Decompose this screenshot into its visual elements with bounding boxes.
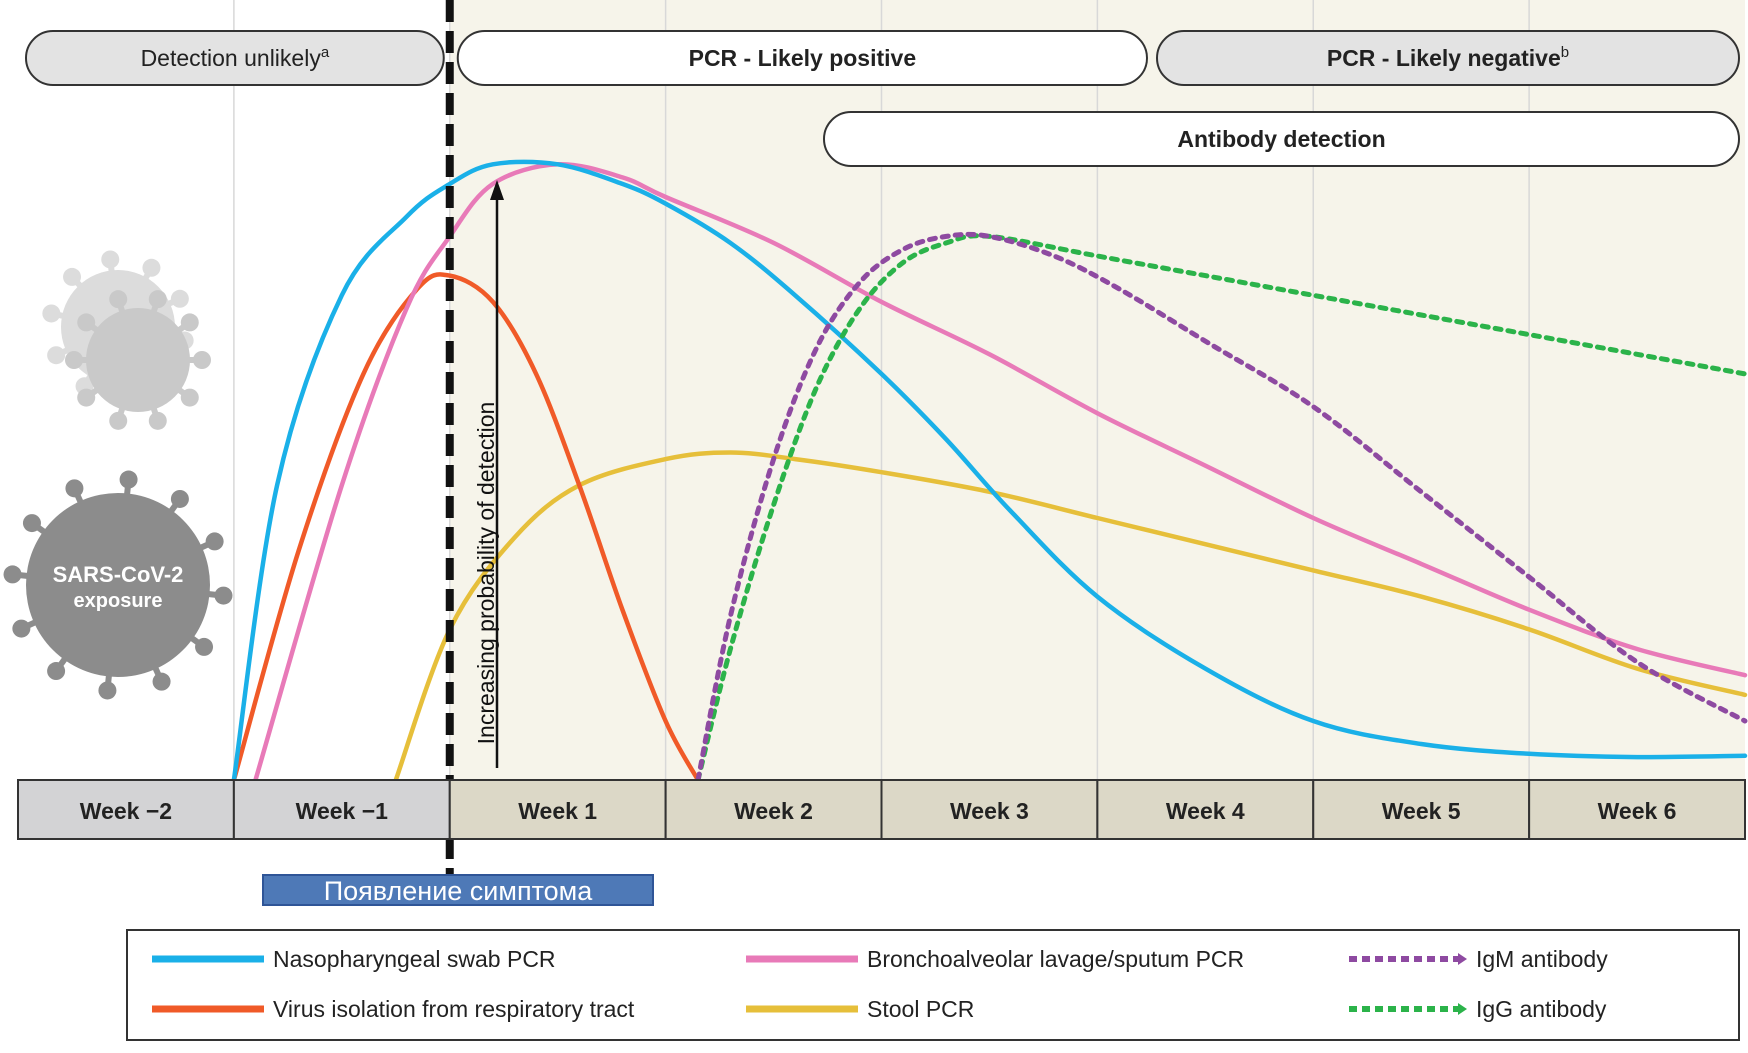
week-label: Week −2 xyxy=(80,798,172,824)
week-cell-7: Week 6 xyxy=(1528,779,1746,840)
week-cell-0: Week −2 xyxy=(17,779,235,840)
series-line-2 xyxy=(231,272,701,783)
legend-label: Stool PCR xyxy=(867,996,974,1022)
week-label: Week 4 xyxy=(1166,798,1245,824)
week-label: Week −1 xyxy=(296,798,388,824)
phase-band-label: PCR - Likely positive xyxy=(689,45,917,71)
phase-band-0: Detection unlikelya xyxy=(25,30,445,86)
virus-icon-small xyxy=(65,290,211,430)
week-label: Week 6 xyxy=(1598,798,1677,824)
y-axis-label: Increasing probability of detection xyxy=(473,402,499,745)
phase-band-label: Antibody detection xyxy=(1177,126,1385,152)
legend-label: Virus isolation from respiratory tract xyxy=(273,996,635,1022)
phase-band-2: PCR - Likely negativeb xyxy=(1156,30,1740,86)
legend-item-3: Stool PCR xyxy=(746,996,974,1022)
week-cell-3: Week 2 xyxy=(664,779,883,840)
legend-item-4: IgM antibody xyxy=(1349,946,1608,972)
y-axis-arrowhead xyxy=(490,180,504,200)
week-label: Week 3 xyxy=(950,798,1029,824)
week-cell-1: Week −1 xyxy=(232,779,451,840)
exposure-label-line2: exposure xyxy=(74,590,163,612)
series-line-4 xyxy=(695,231,1748,783)
legend-label: IgM antibody xyxy=(1476,946,1608,972)
series-line-1 xyxy=(253,162,1748,783)
legend-label: Bronchoalveolar lavage/sputum PCR xyxy=(867,946,1244,972)
legend-item-5: IgG antibody xyxy=(1349,996,1607,1022)
legend-item-2: Virus isolation from respiratory tract xyxy=(152,996,635,1022)
week-cell-6: Week 5 xyxy=(1312,779,1531,840)
symptom-onset-label: Появление симптома xyxy=(262,874,654,906)
series-line-0 xyxy=(231,159,1748,783)
series-line-3 xyxy=(393,450,1748,783)
week-cell-2: Week 1 xyxy=(448,779,667,840)
week-label: Week 1 xyxy=(518,798,597,824)
week-cell-5: Week 4 xyxy=(1096,779,1315,840)
week-label: Week 5 xyxy=(1382,798,1461,824)
legend-box xyxy=(126,929,1740,1041)
series-line-5 xyxy=(695,233,1748,783)
phase-band-3: Antibody detection xyxy=(823,111,1740,167)
legend-label: Nasopharyngeal swab PCR xyxy=(273,946,556,972)
legend-label: IgG antibody xyxy=(1476,996,1607,1022)
phase-band-label: PCR - Likely negativeb xyxy=(1327,44,1569,71)
phase-band-1: PCR - Likely positive xyxy=(456,30,1148,86)
virus-icon-exposure: SARS-CoV-2 exposure xyxy=(3,470,233,700)
week-label: Week 2 xyxy=(734,798,813,824)
legend-item-1: Bronchoalveolar lavage/sputum PCR xyxy=(746,946,1244,972)
week-cell-4: Week 3 xyxy=(880,779,1099,840)
exposure-label-line1: SARS-CoV-2 xyxy=(53,562,184,587)
legend-item-0: Nasopharyngeal swab PCR xyxy=(152,946,556,972)
phase-band-label: Detection unlikelya xyxy=(141,44,330,71)
